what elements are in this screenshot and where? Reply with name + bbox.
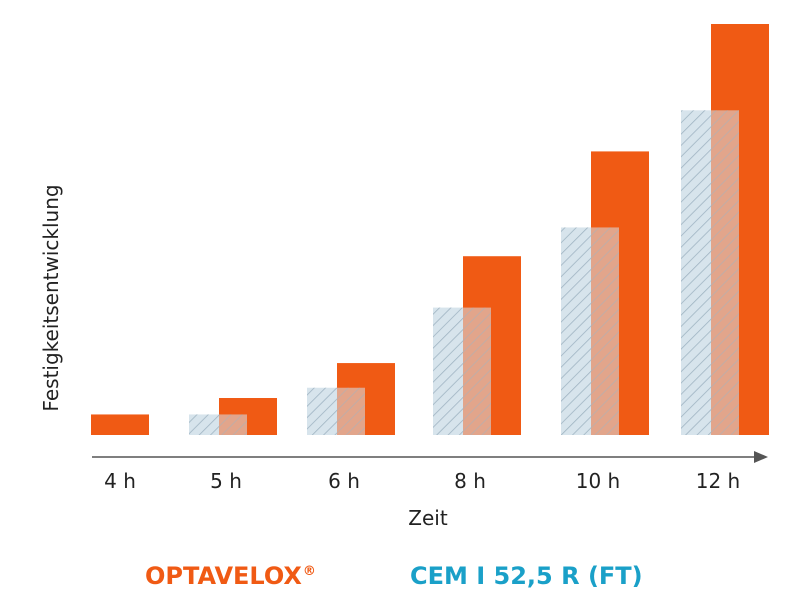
bar-overlap-hatch <box>591 227 619 435</box>
legend-cem: CEM I 52,5 R (FT) <box>410 562 643 590</box>
overlap-hatch-layer <box>219 110 739 435</box>
bar-overlap-hatch <box>463 307 491 435</box>
legend-optavelox: OPTAVELOX® <box>145 562 316 590</box>
x-tick-label: 10 h <box>576 469 620 493</box>
x-tick-label: 4 h <box>104 469 136 493</box>
x-tick-label: 5 h <box>210 469 242 493</box>
bar-optavelox <box>91 414 149 435</box>
bar-overlap-hatch <box>711 110 739 435</box>
x-tick-label: 8 h <box>454 469 486 493</box>
bar-overlap-hatch <box>219 414 247 435</box>
legend-optavelox-label: OPTAVELOX <box>145 562 302 590</box>
y-axis-title: Festigkeitsentwicklung <box>39 184 63 411</box>
x-tick-label: 12 h <box>696 469 740 493</box>
x-axis-title: Zeit <box>408 506 448 530</box>
series-optavelox-bars <box>91 24 769 435</box>
legend-cem-label: CEM I 52,5 R (FT) <box>410 562 643 590</box>
bar-overlap-hatch <box>337 387 365 435</box>
x-tick-labels: 4 h 5 h 6 h 8 h 10 h 12 h <box>104 469 740 493</box>
x-tick-label: 6 h <box>328 469 360 493</box>
registered-mark: ® <box>302 564 316 579</box>
x-axis-arrow-icon <box>754 451 768 463</box>
